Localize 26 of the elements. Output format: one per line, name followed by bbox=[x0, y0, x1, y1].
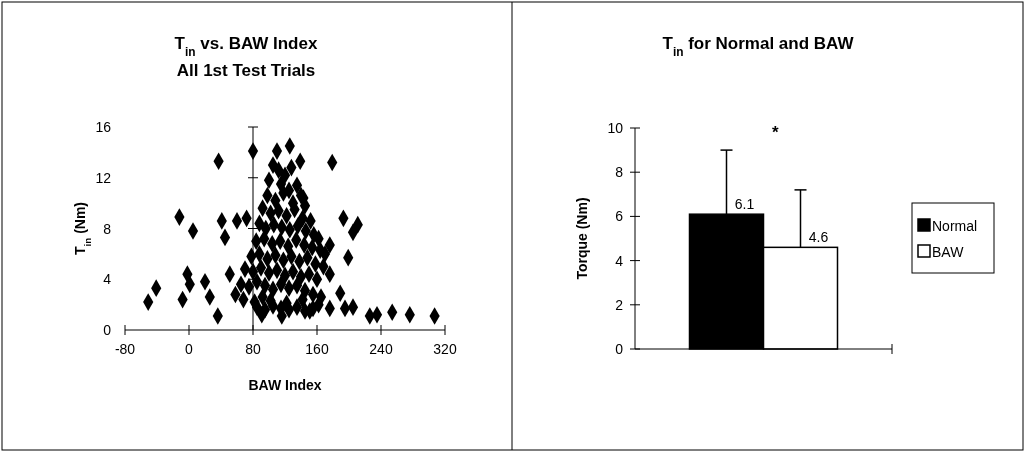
x-axis-title: BAW Index bbox=[248, 377, 322, 393]
chart-title: T$_{in}$ for Normal and BAW bbox=[662, 34, 855, 59]
annotation: * bbox=[772, 123, 780, 142]
chart-subtitle: All 1st Test Trials bbox=[176, 61, 316, 80]
data-label: 4.6 bbox=[808, 229, 829, 246]
y-tick-label: 10 bbox=[607, 120, 624, 136]
data-label: 6.1 bbox=[734, 196, 755, 213]
y-tick-label: 16 bbox=[95, 119, 112, 135]
x-tick-label: 0 bbox=[185, 341, 194, 357]
x-tick-label: 320 bbox=[433, 341, 457, 357]
legend-label: BAW bbox=[932, 244, 965, 260]
x-tick-label: -80 bbox=[114, 341, 136, 357]
y-tick-label: 8 bbox=[103, 220, 112, 237]
x-tick-label: 80 bbox=[245, 341, 261, 357]
y-tick-label: 8 bbox=[615, 164, 624, 181]
y-tick-label: 4 bbox=[103, 271, 112, 288]
legend-label: Normal bbox=[932, 218, 978, 234]
y-tick-label: 6 bbox=[615, 208, 624, 225]
chart-title: T$_{in}$ vs. BAW Index bbox=[174, 34, 318, 59]
y-tick-label: 0 bbox=[103, 322, 112, 338]
y-axis-title: Torque (Nm) bbox=[574, 197, 590, 280]
y-tick-label: 2 bbox=[615, 296, 624, 313]
x-tick-label: 240 bbox=[369, 341, 393, 357]
y-tick-label: 12 bbox=[95, 169, 112, 186]
y-tick-label: 4 bbox=[615, 252, 624, 269]
x-tick-label: 160 bbox=[305, 341, 329, 357]
